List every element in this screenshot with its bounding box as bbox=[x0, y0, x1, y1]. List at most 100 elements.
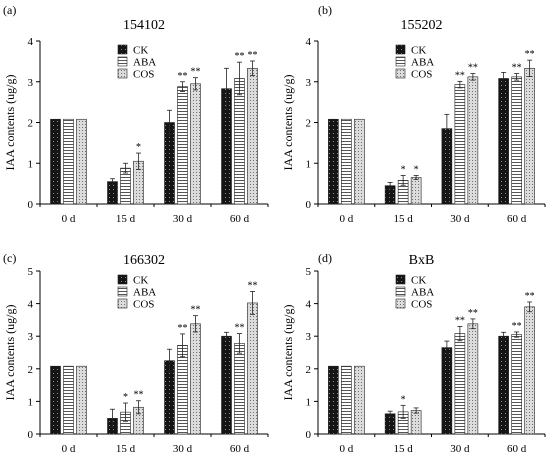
y-tick-label: 3 bbox=[28, 77, 34, 89]
y-tick-label: 2 bbox=[306, 118, 312, 130]
legend-label: CK bbox=[133, 45, 148, 57]
x-tick-label: 60 d bbox=[507, 213, 527, 225]
bar-cos bbox=[190, 323, 201, 435]
bar-cos bbox=[467, 323, 479, 435]
bar-cos bbox=[76, 365, 87, 435]
bar-ck bbox=[50, 365, 61, 435]
x-tick-label: 0 d bbox=[62, 213, 76, 225]
y-tick-label: 4 bbox=[306, 36, 312, 48]
legend-swatch-aba bbox=[395, 286, 406, 297]
legend-swatch-cos bbox=[395, 68, 406, 79]
y-axis-label: IAA contents (ug/g) bbox=[3, 75, 17, 171]
bar-cos bbox=[76, 118, 87, 205]
bar-aba bbox=[63, 365, 74, 435]
y-tick-label: 4 bbox=[306, 299, 312, 311]
bar-cos bbox=[467, 76, 479, 205]
significance-mark: ** bbox=[134, 390, 144, 401]
y-tick-label: 5 bbox=[28, 266, 34, 278]
x-tick-label: 60 d bbox=[230, 443, 250, 455]
legend-label: COS bbox=[133, 299, 154, 311]
y-tick-label: 0 bbox=[306, 199, 312, 211]
legend-swatch-ck bbox=[117, 274, 128, 285]
x-tick-label: 15 d bbox=[394, 213, 414, 225]
significance-mark: ** bbox=[248, 281, 258, 292]
significance-mark: ** bbox=[455, 70, 465, 81]
legend-label: CK bbox=[411, 275, 426, 287]
bar-cos bbox=[247, 68, 258, 205]
x-tick-label: 15 d bbox=[394, 443, 414, 455]
legend-swatch-cos bbox=[117, 298, 128, 309]
bar-cos bbox=[524, 68, 535, 205]
legend-swatch-cos bbox=[117, 68, 128, 79]
bar-aba bbox=[454, 84, 466, 205]
x-tick-label: 30 d bbox=[450, 213, 470, 225]
bar-ck bbox=[50, 118, 61, 205]
significance-mark: ** bbox=[235, 323, 245, 334]
y-tick-label: 5 bbox=[306, 266, 312, 278]
legend-swatch-ck bbox=[395, 44, 406, 55]
y-tick-label: 2 bbox=[306, 364, 312, 376]
y-tick-label: 2 bbox=[28, 118, 34, 130]
y-tick-label: 0 bbox=[28, 429, 34, 441]
bar-aba bbox=[341, 118, 352, 205]
x-tick-label: 60 d bbox=[230, 213, 250, 225]
significance-mark: ** bbox=[178, 323, 188, 334]
significance-mark: ** bbox=[468, 63, 478, 74]
bar-ck bbox=[328, 118, 339, 205]
significance-mark: ** bbox=[455, 315, 465, 326]
chart-title: 155202 bbox=[401, 18, 443, 33]
x-tick-label: 15 d bbox=[116, 213, 136, 225]
significance-mark: ** bbox=[235, 51, 245, 62]
legend-label: ABA bbox=[133, 57, 156, 69]
bar-aba bbox=[454, 333, 466, 435]
chart-title: 154102 bbox=[123, 18, 165, 33]
y-tick-label: 4 bbox=[28, 36, 34, 48]
bar-cos bbox=[247, 302, 258, 435]
y-tick-label: 2 bbox=[28, 364, 34, 376]
x-tick-label: 0 d bbox=[340, 443, 354, 455]
x-tick-label: 60 d bbox=[507, 443, 527, 455]
significance-mark: * bbox=[401, 394, 406, 405]
legend-swatch-aba bbox=[395, 56, 406, 67]
legend-label: CK bbox=[411, 45, 426, 57]
chart-panel-3: (c) 166302 0 1 2 3 4 5 IAA contents (ug/g) 0 d 15 … bbox=[3, 251, 269, 455]
bar-aba bbox=[63, 118, 74, 205]
y-tick-label: 0 bbox=[306, 429, 312, 441]
significance-mark: ** bbox=[248, 50, 258, 61]
y-axis-label: IAA contents (ug/g) bbox=[281, 305, 295, 401]
panel-label: (d) bbox=[318, 251, 332, 265]
chart-title: 166302 bbox=[123, 253, 165, 268]
y-tick-label: 1 bbox=[28, 158, 34, 170]
bar-cos bbox=[190, 83, 201, 205]
bar-cos bbox=[354, 118, 365, 205]
legend-label: COS bbox=[411, 69, 432, 81]
bar-cos bbox=[410, 410, 422, 435]
significance-mark: * bbox=[414, 164, 419, 175]
bar-aba bbox=[177, 86, 188, 205]
x-tick-label: 0 d bbox=[62, 443, 76, 455]
significance-mark: ** bbox=[512, 63, 522, 74]
legend-swatch-ck bbox=[117, 44, 128, 55]
bar-cos bbox=[410, 177, 422, 205]
bar-aba bbox=[341, 365, 352, 435]
y-tick-label: 1 bbox=[306, 158, 312, 170]
legend-label: COS bbox=[133, 69, 154, 81]
significance-mark: * bbox=[401, 164, 406, 175]
y-tick-label: 4 bbox=[28, 299, 34, 311]
significance-mark: ** bbox=[178, 71, 188, 82]
panel-label: (a) bbox=[3, 3, 16, 17]
y-tick-label: 3 bbox=[306, 331, 312, 343]
significance-mark: * bbox=[136, 142, 141, 153]
bar-aba bbox=[120, 167, 131, 205]
x-tick-label: 30 d bbox=[450, 443, 470, 455]
y-tick-label: 1 bbox=[306, 396, 312, 408]
y-tick-label: 0 bbox=[28, 199, 34, 211]
significance-mark: ** bbox=[191, 67, 201, 78]
legend-swatch-cos bbox=[395, 298, 406, 309]
significance-mark: ** bbox=[468, 308, 478, 319]
x-tick-label: 30 d bbox=[173, 213, 193, 225]
significance-mark: * bbox=[123, 392, 128, 403]
panel-label: (b) bbox=[318, 3, 332, 17]
y-tick-label: 3 bbox=[28, 331, 34, 343]
